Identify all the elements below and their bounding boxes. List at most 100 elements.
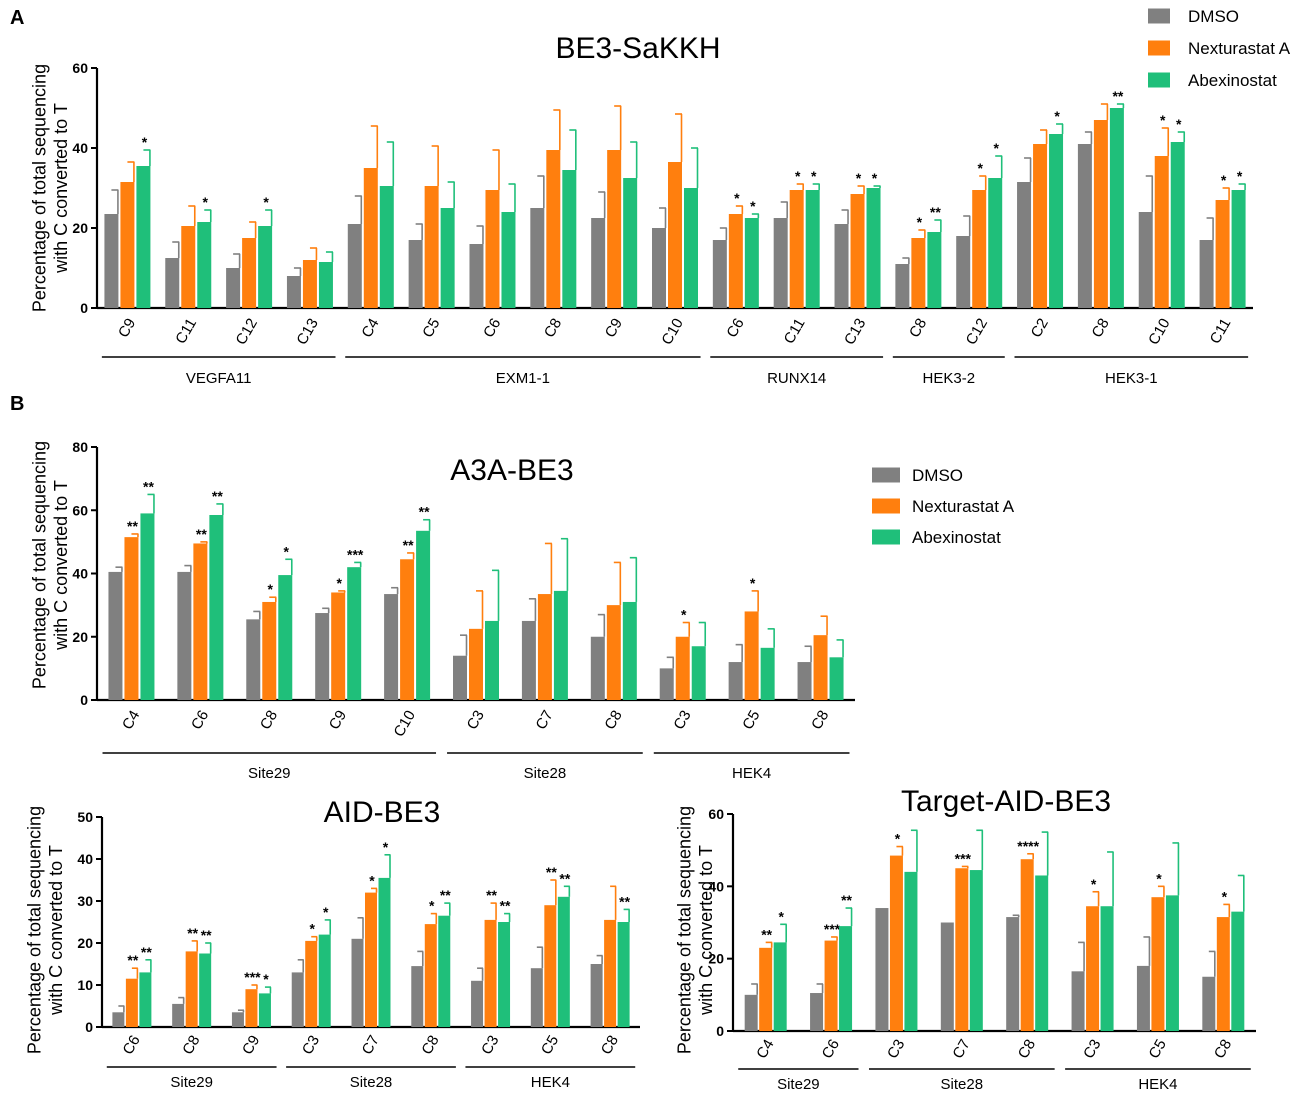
x-tick-label: C3 <box>670 707 694 732</box>
bar-abexinostat <box>805 190 820 308</box>
significance-marker: * <box>681 607 687 623</box>
x-tick-label: C6 <box>723 315 747 340</box>
bar-dmso <box>530 208 545 308</box>
significance-marker: * <box>778 908 784 924</box>
bar-nexturastat-a <box>824 940 838 1031</box>
y-tick-label: 80 <box>72 439 88 455</box>
significance-marker: * <box>917 214 923 230</box>
x-tick-label: C6 <box>119 1032 143 1057</box>
x-tick-label: C6 <box>819 1036 843 1061</box>
bar-abexinostat <box>1231 911 1245 1031</box>
significance-marker: **** <box>1017 838 1039 854</box>
legend-label: DMSO <box>1188 7 1239 26</box>
legend-swatch <box>1148 8 1170 24</box>
bar-nexturastat-a <box>606 605 621 700</box>
bar-dmso <box>744 994 758 1031</box>
bar-nexturastat-a <box>1215 200 1230 308</box>
bar-nexturastat-a <box>193 543 208 700</box>
chart-title: BE3-SaKKH <box>555 32 720 65</box>
group-label: HEK3-2 <box>923 370 976 387</box>
significance-marker: * <box>268 581 274 597</box>
bar-abexinostat <box>1170 142 1185 308</box>
bar-nexturastat-a <box>1216 917 1230 1031</box>
bar-abexinostat <box>760 647 775 700</box>
significance-marker: ** <box>403 537 414 553</box>
bar-dmso <box>652 228 666 308</box>
x-tick-label: C8 <box>179 1032 203 1057</box>
bar-dmso <box>1071 971 1085 1031</box>
bar-abexinostat <box>829 657 844 700</box>
y-axis-label-line: with C converted to T <box>696 845 716 1016</box>
significance-marker: * <box>795 168 801 184</box>
significance-marker: * <box>309 921 315 937</box>
significance-marker: ** <box>196 526 207 542</box>
x-tick-label: C8 <box>418 1032 442 1057</box>
bar-abexinostat <box>258 993 271 1027</box>
x-tick-label: C10 <box>391 707 419 739</box>
y-tick-label: 20 <box>72 629 88 645</box>
significance-marker: ** <box>127 952 138 968</box>
significance-marker: * <box>383 839 389 855</box>
x-tick-label: C3 <box>478 1032 502 1057</box>
significance-marker: * <box>429 898 435 914</box>
significance-marker: *** <box>347 546 364 562</box>
y-axis-label-line: Percentage of total sequencing <box>674 806 694 1054</box>
bar-nexturastat-a <box>365 892 377 1027</box>
significance-marker: * <box>734 190 740 206</box>
significance-marker: * <box>856 170 862 186</box>
x-tick-label: C5 <box>538 1032 562 1057</box>
bar-nexturastat-a <box>955 868 969 1031</box>
significance-marker: ** <box>187 925 198 941</box>
bar-nexturastat-a <box>400 559 415 700</box>
bar-nexturastat-a <box>544 905 557 1027</box>
bar-nexturastat-a <box>331 592 346 700</box>
bar-dmso <box>246 619 261 700</box>
significance-marker: * <box>811 168 817 184</box>
significance-marker: ** <box>559 870 570 886</box>
significance-marker: ** <box>127 518 138 534</box>
bar-nexturastat-a <box>744 611 759 700</box>
bar-dmso <box>773 218 788 308</box>
significance-marker: ** <box>841 892 852 908</box>
bar-dmso <box>1199 240 1214 308</box>
x-tick-label: C13 <box>293 315 321 347</box>
bar-abexinostat <box>691 646 706 700</box>
x-tick-label: C4 <box>119 707 143 732</box>
chart-A: A BE3-SaKKH Percentage of total sequencing… <box>10 7 1291 387</box>
group-label: RUNX14 <box>767 370 826 387</box>
y-tick-label: 20 <box>708 951 724 967</box>
bar-abexinostat <box>617 922 630 1027</box>
bar-nexturastat-a <box>245 989 258 1027</box>
bar-abexinostat <box>988 178 1003 308</box>
significance-marker: ** <box>761 926 772 942</box>
significance-marker: * <box>1221 172 1227 188</box>
legend-label: Nexturastat A <box>1188 39 1291 58</box>
bar-nexturastat-a <box>759 947 773 1031</box>
bar-abexinostat <box>904 871 918 1031</box>
bar-dmso <box>728 662 743 700</box>
significance-marker: ** <box>141 944 152 960</box>
significance-marker: * <box>1054 108 1060 124</box>
bar-abexinostat <box>136 166 151 308</box>
x-tick-label: C7 <box>359 1032 383 1057</box>
bar-abexinostat <box>839 926 853 1031</box>
y-tick-label: 0 <box>85 1019 93 1035</box>
bar-dmso <box>1202 976 1216 1031</box>
y-tick-label: 60 <box>72 60 88 76</box>
bar-abexinostat <box>684 188 698 308</box>
y-tick-label: 60 <box>72 502 88 518</box>
x-tick-label: C3 <box>464 707 488 732</box>
y-axis-label: Percentage of total sequencingwith C con… <box>29 64 71 312</box>
bar-abexinostat <box>318 934 331 1027</box>
bar-abexinostat <box>438 915 451 1027</box>
significance-marker: ** <box>212 488 223 504</box>
bar-nexturastat-a <box>424 186 439 308</box>
y-tick-label: 40 <box>77 851 93 867</box>
bar-nexturastat-a <box>1020 859 1034 1031</box>
bar-dmso <box>895 264 910 308</box>
group-label: Site29 <box>777 1076 820 1093</box>
bar-nexturastat-a <box>889 855 903 1031</box>
significance-marker: * <box>1176 116 1182 132</box>
bar-nexturastat-a <box>242 238 257 308</box>
